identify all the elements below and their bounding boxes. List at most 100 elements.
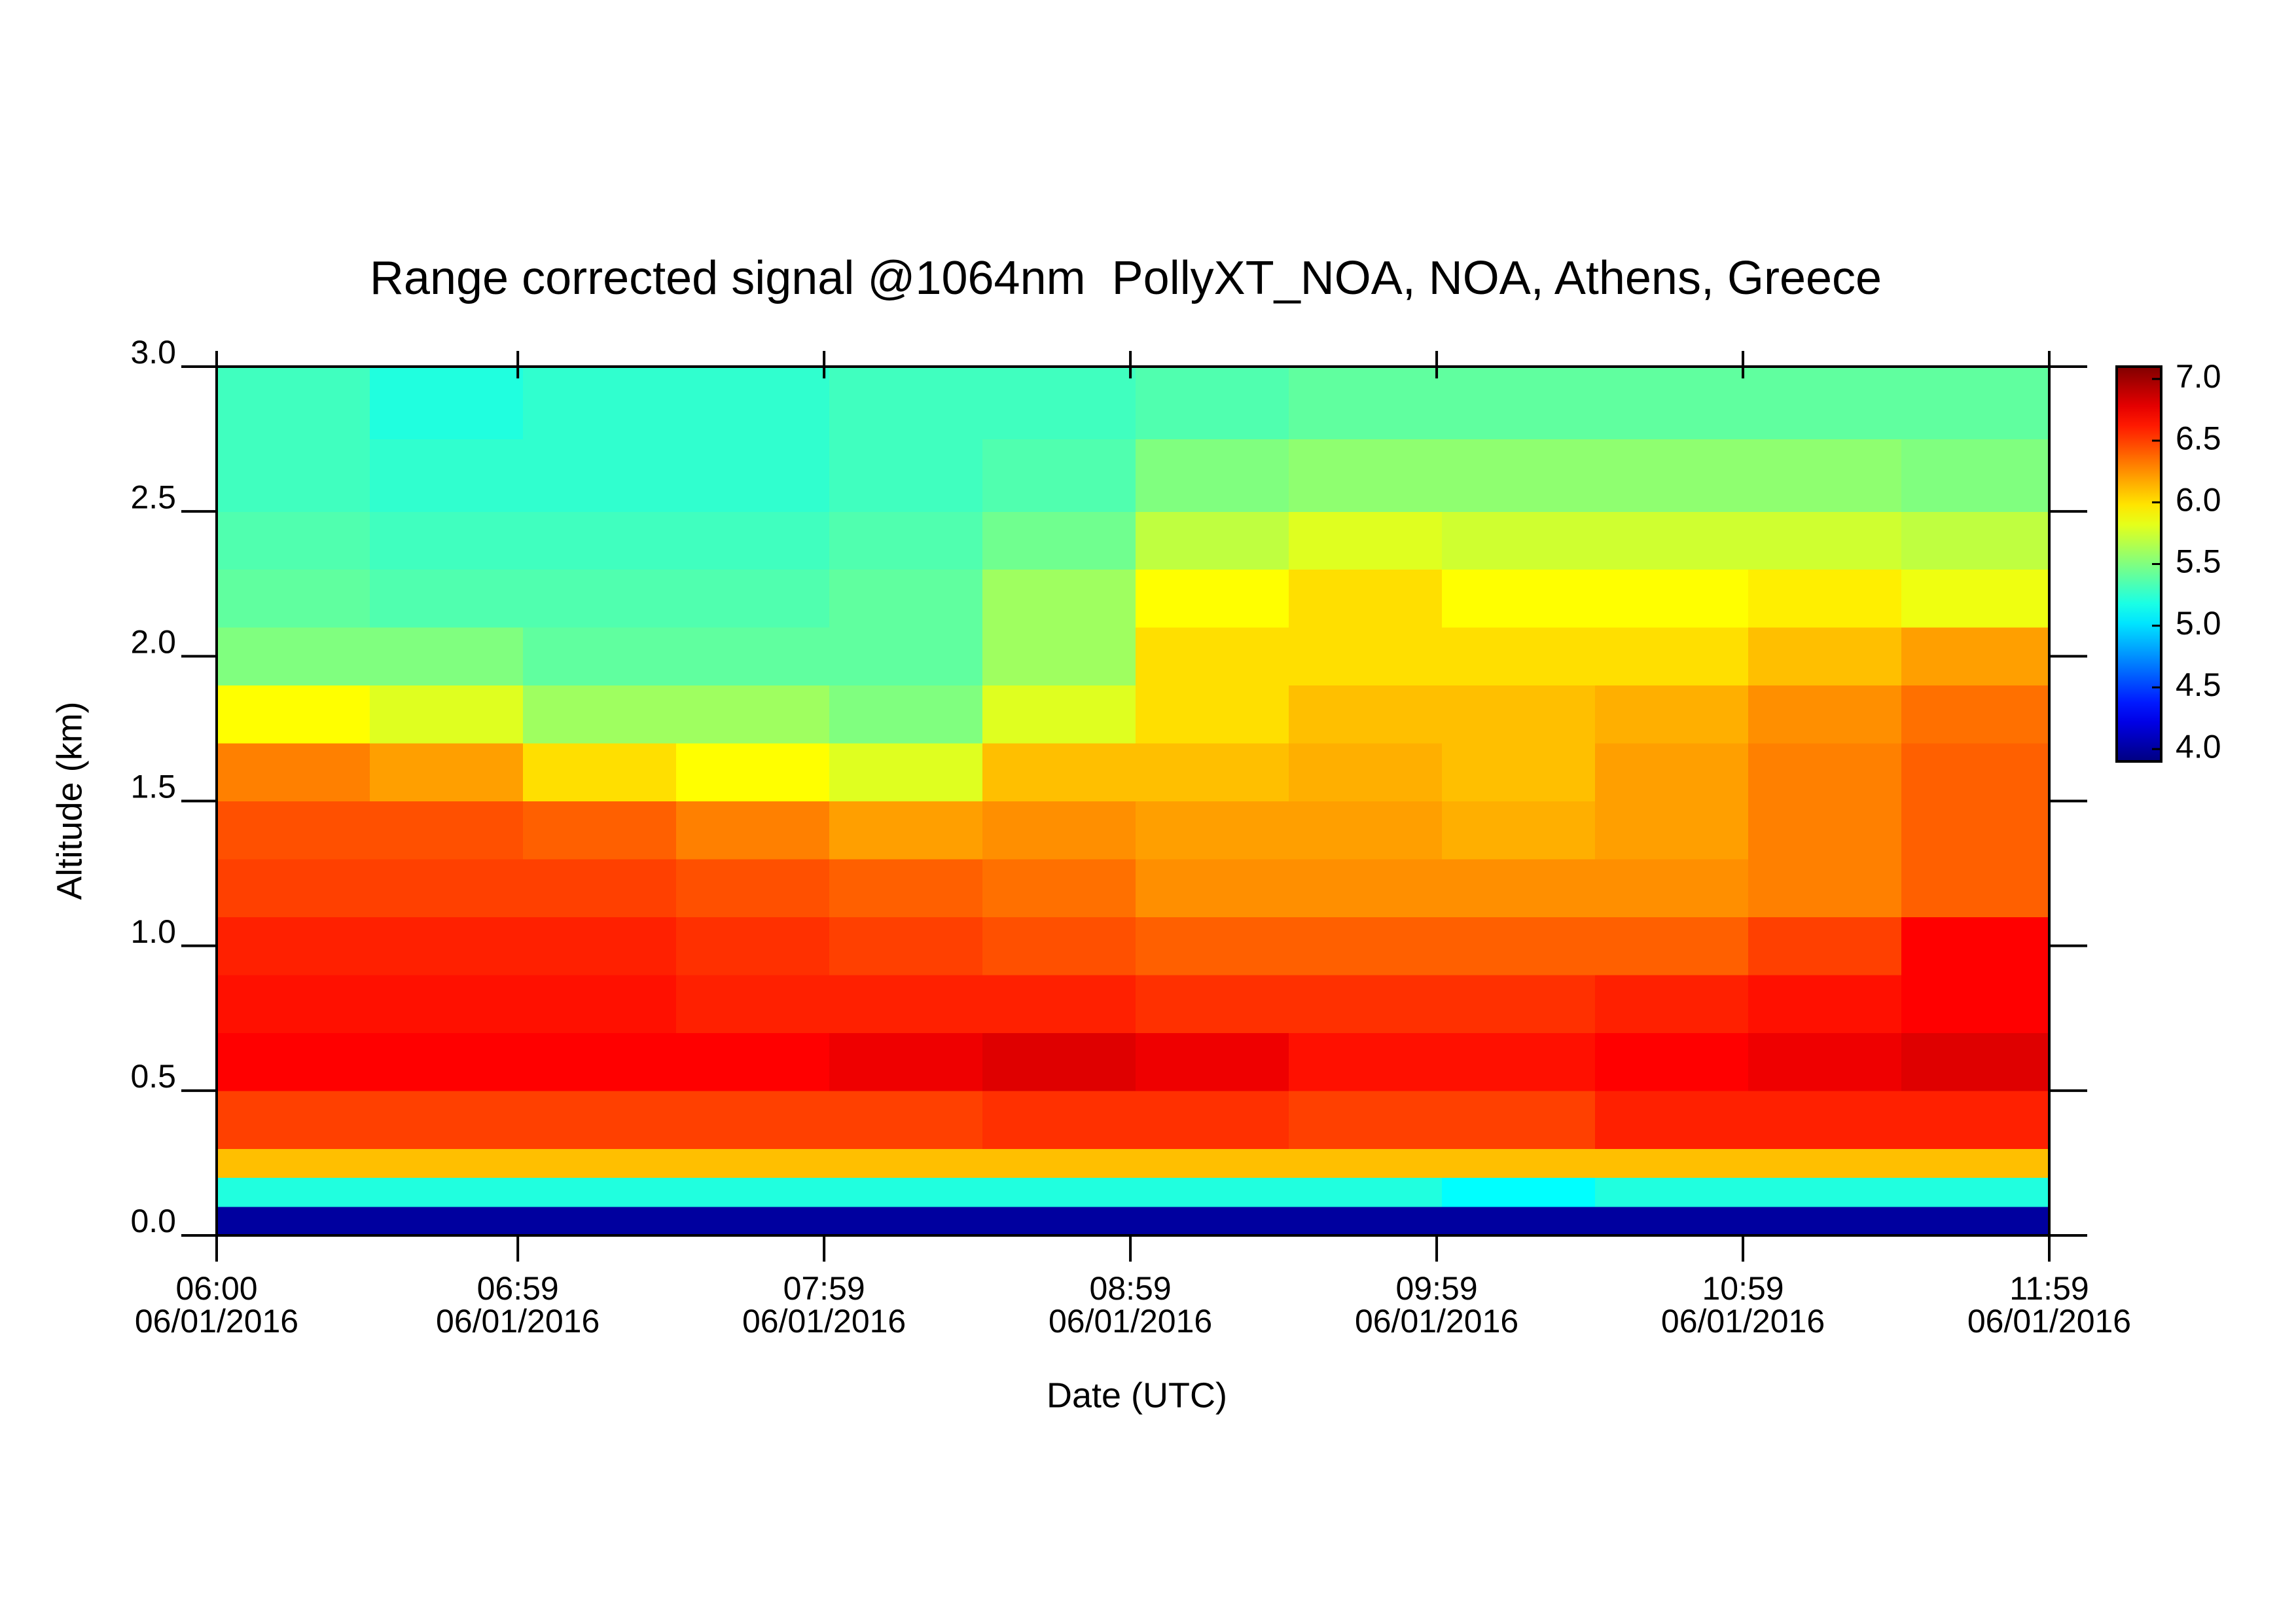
heatmap-cell bbox=[982, 511, 1136, 570]
heatmap-cell bbox=[522, 1177, 677, 1207]
heatmap-cell bbox=[1441, 1032, 1596, 1091]
heatmap-cell bbox=[217, 439, 370, 512]
heatmap-cell bbox=[1594, 743, 1749, 802]
heatmap-cell bbox=[217, 974, 370, 1033]
heatmap-cell bbox=[829, 1032, 983, 1091]
heatmap-cell bbox=[522, 801, 677, 860]
heatmap-cell bbox=[1901, 367, 2050, 440]
heatmap-cell bbox=[1901, 917, 2050, 976]
heatmap-cell bbox=[217, 569, 370, 628]
heatmap-cell bbox=[1288, 1090, 1443, 1149]
x-tick-label: 06/01/2016 bbox=[1049, 1303, 1212, 1340]
heatmap-cell bbox=[829, 627, 983, 686]
axes: 0.00.51.01.52.02.53.006:0006/01/201606:5… bbox=[130, 334, 2221, 1340]
heatmap-cell bbox=[675, 367, 830, 440]
heatmap-cell bbox=[522, 974, 677, 1033]
heatmap-cell bbox=[1748, 1148, 1902, 1178]
heatmap-cell bbox=[1441, 569, 1596, 628]
heatmap-cell bbox=[1441, 974, 1596, 1033]
heatmap-cell bbox=[1901, 1206, 2050, 1236]
heatmap-cell bbox=[369, 801, 524, 860]
heatmap-cell bbox=[1594, 917, 1749, 976]
heatmap-cell bbox=[1441, 685, 1596, 744]
heatmap-cell bbox=[829, 917, 983, 976]
heatmap-cell bbox=[675, 1090, 830, 1149]
heatmap-cell bbox=[1901, 1177, 2050, 1207]
heatmap-cell bbox=[1901, 858, 2050, 918]
x-tick-label: 06/01/2016 bbox=[135, 1303, 298, 1340]
y-tick-label: 3.0 bbox=[130, 334, 176, 371]
heatmap-cell bbox=[522, 1148, 677, 1178]
heatmap-cell bbox=[1135, 627, 1289, 686]
heatmap-cell bbox=[522, 367, 677, 440]
heatmap-cell bbox=[982, 367, 1136, 440]
heatmap-cell bbox=[369, 1148, 524, 1178]
heatmap-cell bbox=[1135, 439, 1289, 512]
heatmap-cell bbox=[1288, 367, 1443, 440]
heatmap-cell bbox=[675, 743, 830, 802]
heatmap-cell bbox=[829, 743, 983, 802]
heatmap-cell bbox=[1594, 511, 1749, 570]
heatmap-cell bbox=[217, 1177, 370, 1207]
x-axis-label: Date (UTC) bbox=[1047, 1376, 1227, 1415]
heatmap-cell bbox=[829, 367, 983, 440]
heatmap-cell bbox=[369, 1090, 524, 1149]
heatmap-cell bbox=[675, 685, 830, 744]
heatmap-cell bbox=[1135, 1177, 1289, 1207]
colorbar-tick-label: 4.5 bbox=[2176, 666, 2221, 703]
heatmap-cell bbox=[1441, 1148, 1596, 1178]
heatmap-cell bbox=[369, 743, 524, 802]
heatmap-cell bbox=[369, 858, 524, 918]
heatmap-cell bbox=[1748, 685, 1902, 744]
heatmap-cell bbox=[1594, 858, 1749, 918]
heatmap-cell bbox=[1594, 801, 1749, 860]
heatmap-cell bbox=[1594, 1032, 1749, 1091]
heatmap-cell bbox=[1594, 1206, 1749, 1236]
heatmap-cell bbox=[522, 743, 677, 802]
heatmap-cell bbox=[1288, 627, 1443, 686]
y-tick-label: 1.5 bbox=[130, 769, 176, 805]
y-tick-label: 0.5 bbox=[130, 1058, 176, 1095]
heatmap-cell bbox=[1288, 1148, 1443, 1178]
heatmap-cell bbox=[1901, 439, 2050, 512]
heatmap-cell bbox=[829, 685, 983, 744]
heatmap-cell bbox=[675, 569, 830, 628]
heatmap-cell bbox=[982, 1032, 1136, 1091]
heatmap-cell bbox=[1135, 917, 1289, 976]
heatmap-cell bbox=[982, 974, 1136, 1033]
heatmap-cell bbox=[1441, 627, 1596, 686]
heatmap-cell bbox=[1594, 367, 1749, 440]
heatmap-cell bbox=[522, 439, 677, 512]
heatmap-cell bbox=[1288, 974, 1443, 1033]
heatmap-cell bbox=[217, 511, 370, 570]
heatmap-cell bbox=[217, 1148, 370, 1178]
heatmap-cell bbox=[829, 511, 983, 570]
colorbar-tick-label: 4.0 bbox=[2176, 728, 2221, 765]
heatmap-cell bbox=[1135, 1032, 1289, 1091]
heatmap-cell bbox=[1288, 1177, 1443, 1207]
heatmap-cell bbox=[1135, 974, 1289, 1033]
x-tick-label: 11:59 bbox=[2009, 1270, 2089, 1307]
x-tick-label: 08:59 bbox=[1090, 1270, 1172, 1307]
heatmap-cell bbox=[1748, 511, 1902, 570]
heatmap-cell bbox=[1135, 1148, 1289, 1178]
heatmap-cell bbox=[369, 627, 524, 686]
heatmap-cell bbox=[369, 1032, 524, 1091]
heatmap-cell bbox=[369, 511, 524, 570]
heatmap-cell bbox=[522, 1090, 677, 1149]
heatmap-cell bbox=[217, 917, 370, 976]
heatmap-cell bbox=[217, 801, 370, 860]
y-axis-label: Altitude (km) bbox=[50, 701, 89, 900]
heatmap-cell bbox=[1288, 511, 1443, 570]
heatmap-cell bbox=[1901, 1032, 2050, 1091]
heatmap-cell bbox=[1594, 627, 1749, 686]
heatmap-cell bbox=[982, 858, 1136, 918]
heatmap-cell bbox=[1901, 627, 2050, 686]
x-tick-label: 06/01/2016 bbox=[436, 1303, 600, 1340]
heatmap-cell bbox=[369, 439, 524, 512]
heatmap-cell bbox=[369, 974, 524, 1033]
heatmap-cell bbox=[369, 1177, 524, 1207]
x-tick-label: 06/01/2016 bbox=[1967, 1303, 2131, 1340]
heatmap-cell bbox=[1441, 917, 1596, 976]
